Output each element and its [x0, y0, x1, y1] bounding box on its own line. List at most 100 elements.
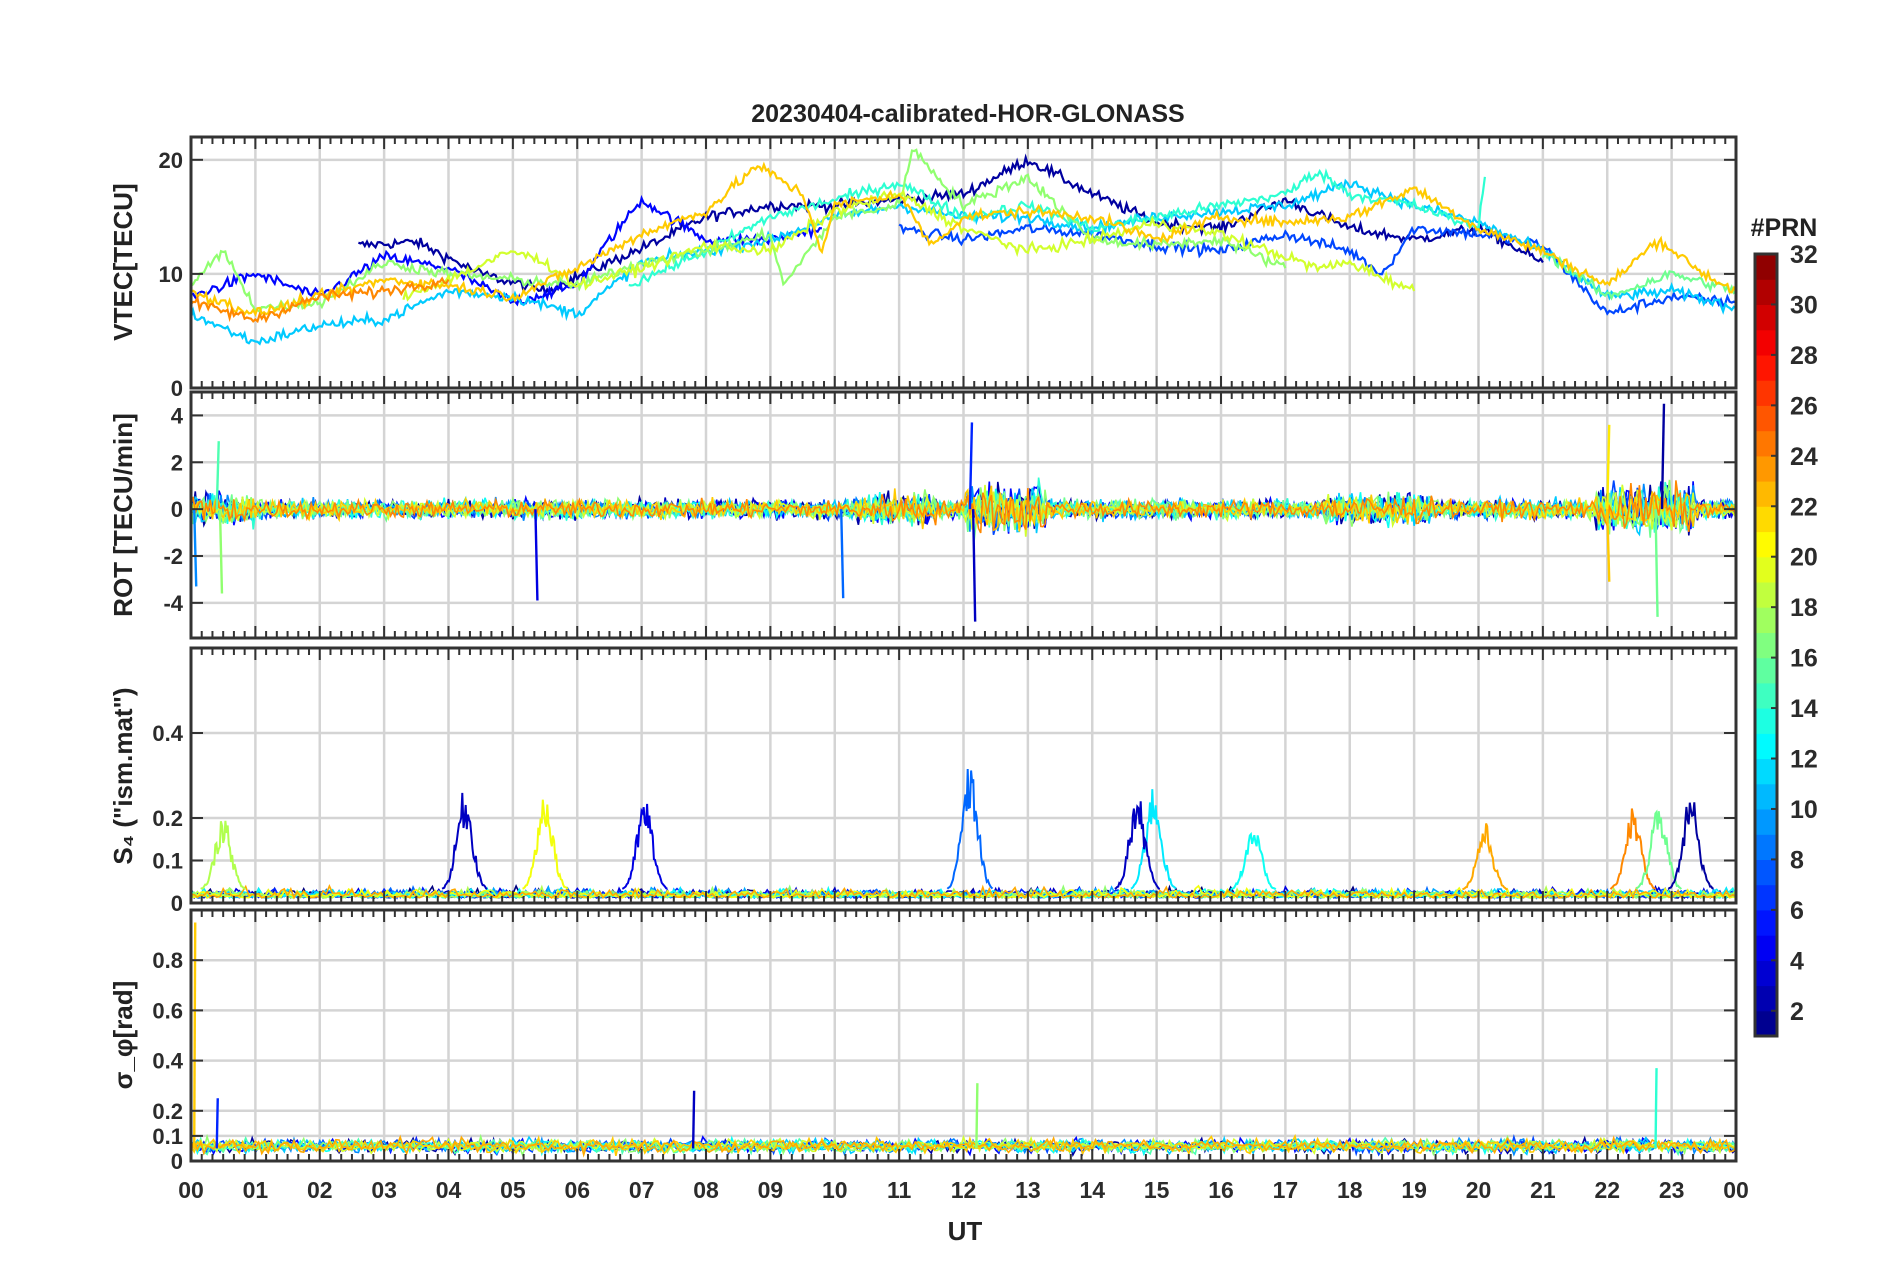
s4-peak-prn-20: [522, 799, 569, 890]
x-tick-label: 14: [1079, 1177, 1105, 1203]
vtec-series-prn-24: [191, 276, 450, 324]
x-tick-label: 00: [178, 1177, 204, 1203]
colorbar-swatch: [1755, 581, 1777, 608]
y-tick-label: 0.2: [152, 1099, 183, 1124]
rot-spike: [839, 509, 845, 599]
y-tick-label: 0: [171, 1149, 183, 1174]
colorbar-swatch: [1755, 909, 1777, 936]
s4-peak-prn-24: [1609, 808, 1657, 890]
colorbar-swatch: [1755, 758, 1777, 785]
vtec-series-prn-14: [628, 168, 1486, 287]
s4-peak-prn-8: [946, 768, 994, 890]
x-tick-label: 17: [1273, 1177, 1299, 1203]
rot-spike: [1606, 509, 1611, 582]
colorbar-swatch: [1755, 405, 1777, 432]
y-axis-label: ROT [TECU/min]: [108, 413, 138, 617]
colorbar-tick-label: 30: [1790, 291, 1818, 319]
tick-label-layer: 01020-4-202400.10.20.400.10.20.40.60.800…: [152, 148, 1748, 1203]
colorbar-swatch: [1755, 455, 1777, 482]
x-tick-label: 00: [1723, 1177, 1749, 1203]
y-tick-label: 2: [171, 450, 183, 475]
colorbar-swatch: [1755, 481, 1777, 507]
vtec-series-prn-22: [191, 161, 1736, 318]
y-tick-label: 0: [171, 891, 183, 916]
colorbar-tick-label: 32: [1790, 241, 1818, 269]
rot-spike: [971, 509, 977, 622]
sigma-phi-series-prn-22: [191, 1133, 1736, 1156]
colorbar-tick-label: 16: [1790, 645, 1818, 673]
colorbar-swatch: [1755, 884, 1777, 911]
colorbar-swatch: [1755, 682, 1777, 709]
colorbar-tick-label: 18: [1790, 594, 1818, 622]
colorbar-tick-label: 2: [1790, 998, 1804, 1026]
colorbar-tick-label: 28: [1790, 342, 1818, 370]
sigma-phi-peak: [975, 1083, 979, 1149]
y-tick-label: 20: [159, 148, 183, 173]
sigma-phi-peak: [691, 1090, 696, 1149]
colorbar-tick-label: 4: [1790, 947, 1804, 975]
rot-spike: [1606, 424, 1611, 510]
colorbar-swatch: [1755, 783, 1777, 810]
x-tick-label: 10: [822, 1177, 848, 1203]
y-axis-label-layer: VTEC[TECU] ROT [TECU/min] S₄ ("ism.mat") σ_…: [108, 183, 138, 1089]
s4-peak-prn-23: [1462, 823, 1508, 891]
colorbar-tick-label: 24: [1790, 443, 1818, 471]
vtec-series-prn-19: [402, 189, 1416, 302]
x-tick-label: 06: [564, 1177, 590, 1203]
y-tick-label: 0.2: [152, 806, 183, 831]
sigma-phi-peak: [193, 922, 197, 1149]
colorbar-tick-label: 6: [1790, 897, 1804, 925]
y-tick-label: 0.4: [152, 721, 183, 746]
x-tick-label: 07: [629, 1177, 655, 1203]
y-axis-label: σ_φ[rad]: [108, 981, 138, 1090]
s4-peak-prn-18: [200, 820, 247, 891]
colorbar-frame: [1753, 252, 1779, 1038]
rot-series-prn-24: [191, 480, 1736, 534]
colorbar-swatch: [1755, 809, 1777, 835]
vtec-series-prn-17: [191, 148, 1287, 314]
s4-peak-prn-3: [441, 792, 488, 890]
vtec-series-prn-7: [898, 221, 1736, 316]
y-tick-label: 0: [171, 376, 183, 401]
y-tick-label: 0.1: [152, 1124, 183, 1149]
rot-spike: [534, 509, 539, 601]
colorbar-swatch: [1755, 329, 1777, 356]
colorbar-swatch: [1755, 279, 1777, 305]
y-tick-label: 4: [171, 403, 184, 428]
x-tick-label: 19: [1401, 1177, 1427, 1203]
x-tick-label: 09: [758, 1177, 784, 1203]
x-tick-label: 02: [307, 1177, 333, 1203]
rot-spike: [1654, 509, 1659, 617]
sigma-phi-peak: [215, 1098, 219, 1149]
x-tick-label: 18: [1337, 1177, 1363, 1203]
s4-peak-prn-12: [1130, 789, 1177, 890]
x-tick-label: 21: [1530, 1177, 1556, 1203]
rot-spike: [1660, 403, 1666, 510]
rot-series-prn-22: [191, 485, 1736, 532]
colorbar-swatch: [1755, 556, 1777, 583]
y-axis-label: VTEC[TECU]: [108, 183, 138, 340]
x-tick-label: 12: [951, 1177, 977, 1203]
chart-title: 20230404-calibrated-HOR-GLONASS: [751, 100, 1184, 128]
vtec-series-prn-16: [1541, 251, 1736, 301]
x-tick-label: 20: [1466, 1177, 1492, 1203]
x-tick-label: 13: [1015, 1177, 1041, 1203]
x-tick-label: 08: [693, 1177, 719, 1203]
colorbar-swatch: [1755, 708, 1777, 734]
colorbar-tick-label: 26: [1790, 392, 1818, 420]
colorbar-swatch: [1755, 985, 1777, 1012]
x-tick-label: 04: [436, 1177, 462, 1203]
s4-peak-prn-16: [1635, 809, 1683, 890]
x-tick-label: 16: [1208, 1177, 1234, 1203]
sigma-phi-peak: [1654, 1068, 1658, 1149]
colorbar-swatch: [1755, 960, 1777, 987]
colorbar-title: #PRN: [1751, 214, 1818, 242]
y-tick-label: -4: [163, 591, 183, 616]
rot-spike: [218, 509, 224, 594]
colorbar-tick-label: 22: [1790, 493, 1818, 521]
sigma-phi-series-prn-23: [191, 1134, 1736, 1158]
colorbar-swatch: [1755, 531, 1777, 558]
x-tick-label: 03: [371, 1177, 397, 1203]
y-tick-label: 0.4: [152, 1049, 183, 1074]
rot-spike: [215, 441, 220, 510]
